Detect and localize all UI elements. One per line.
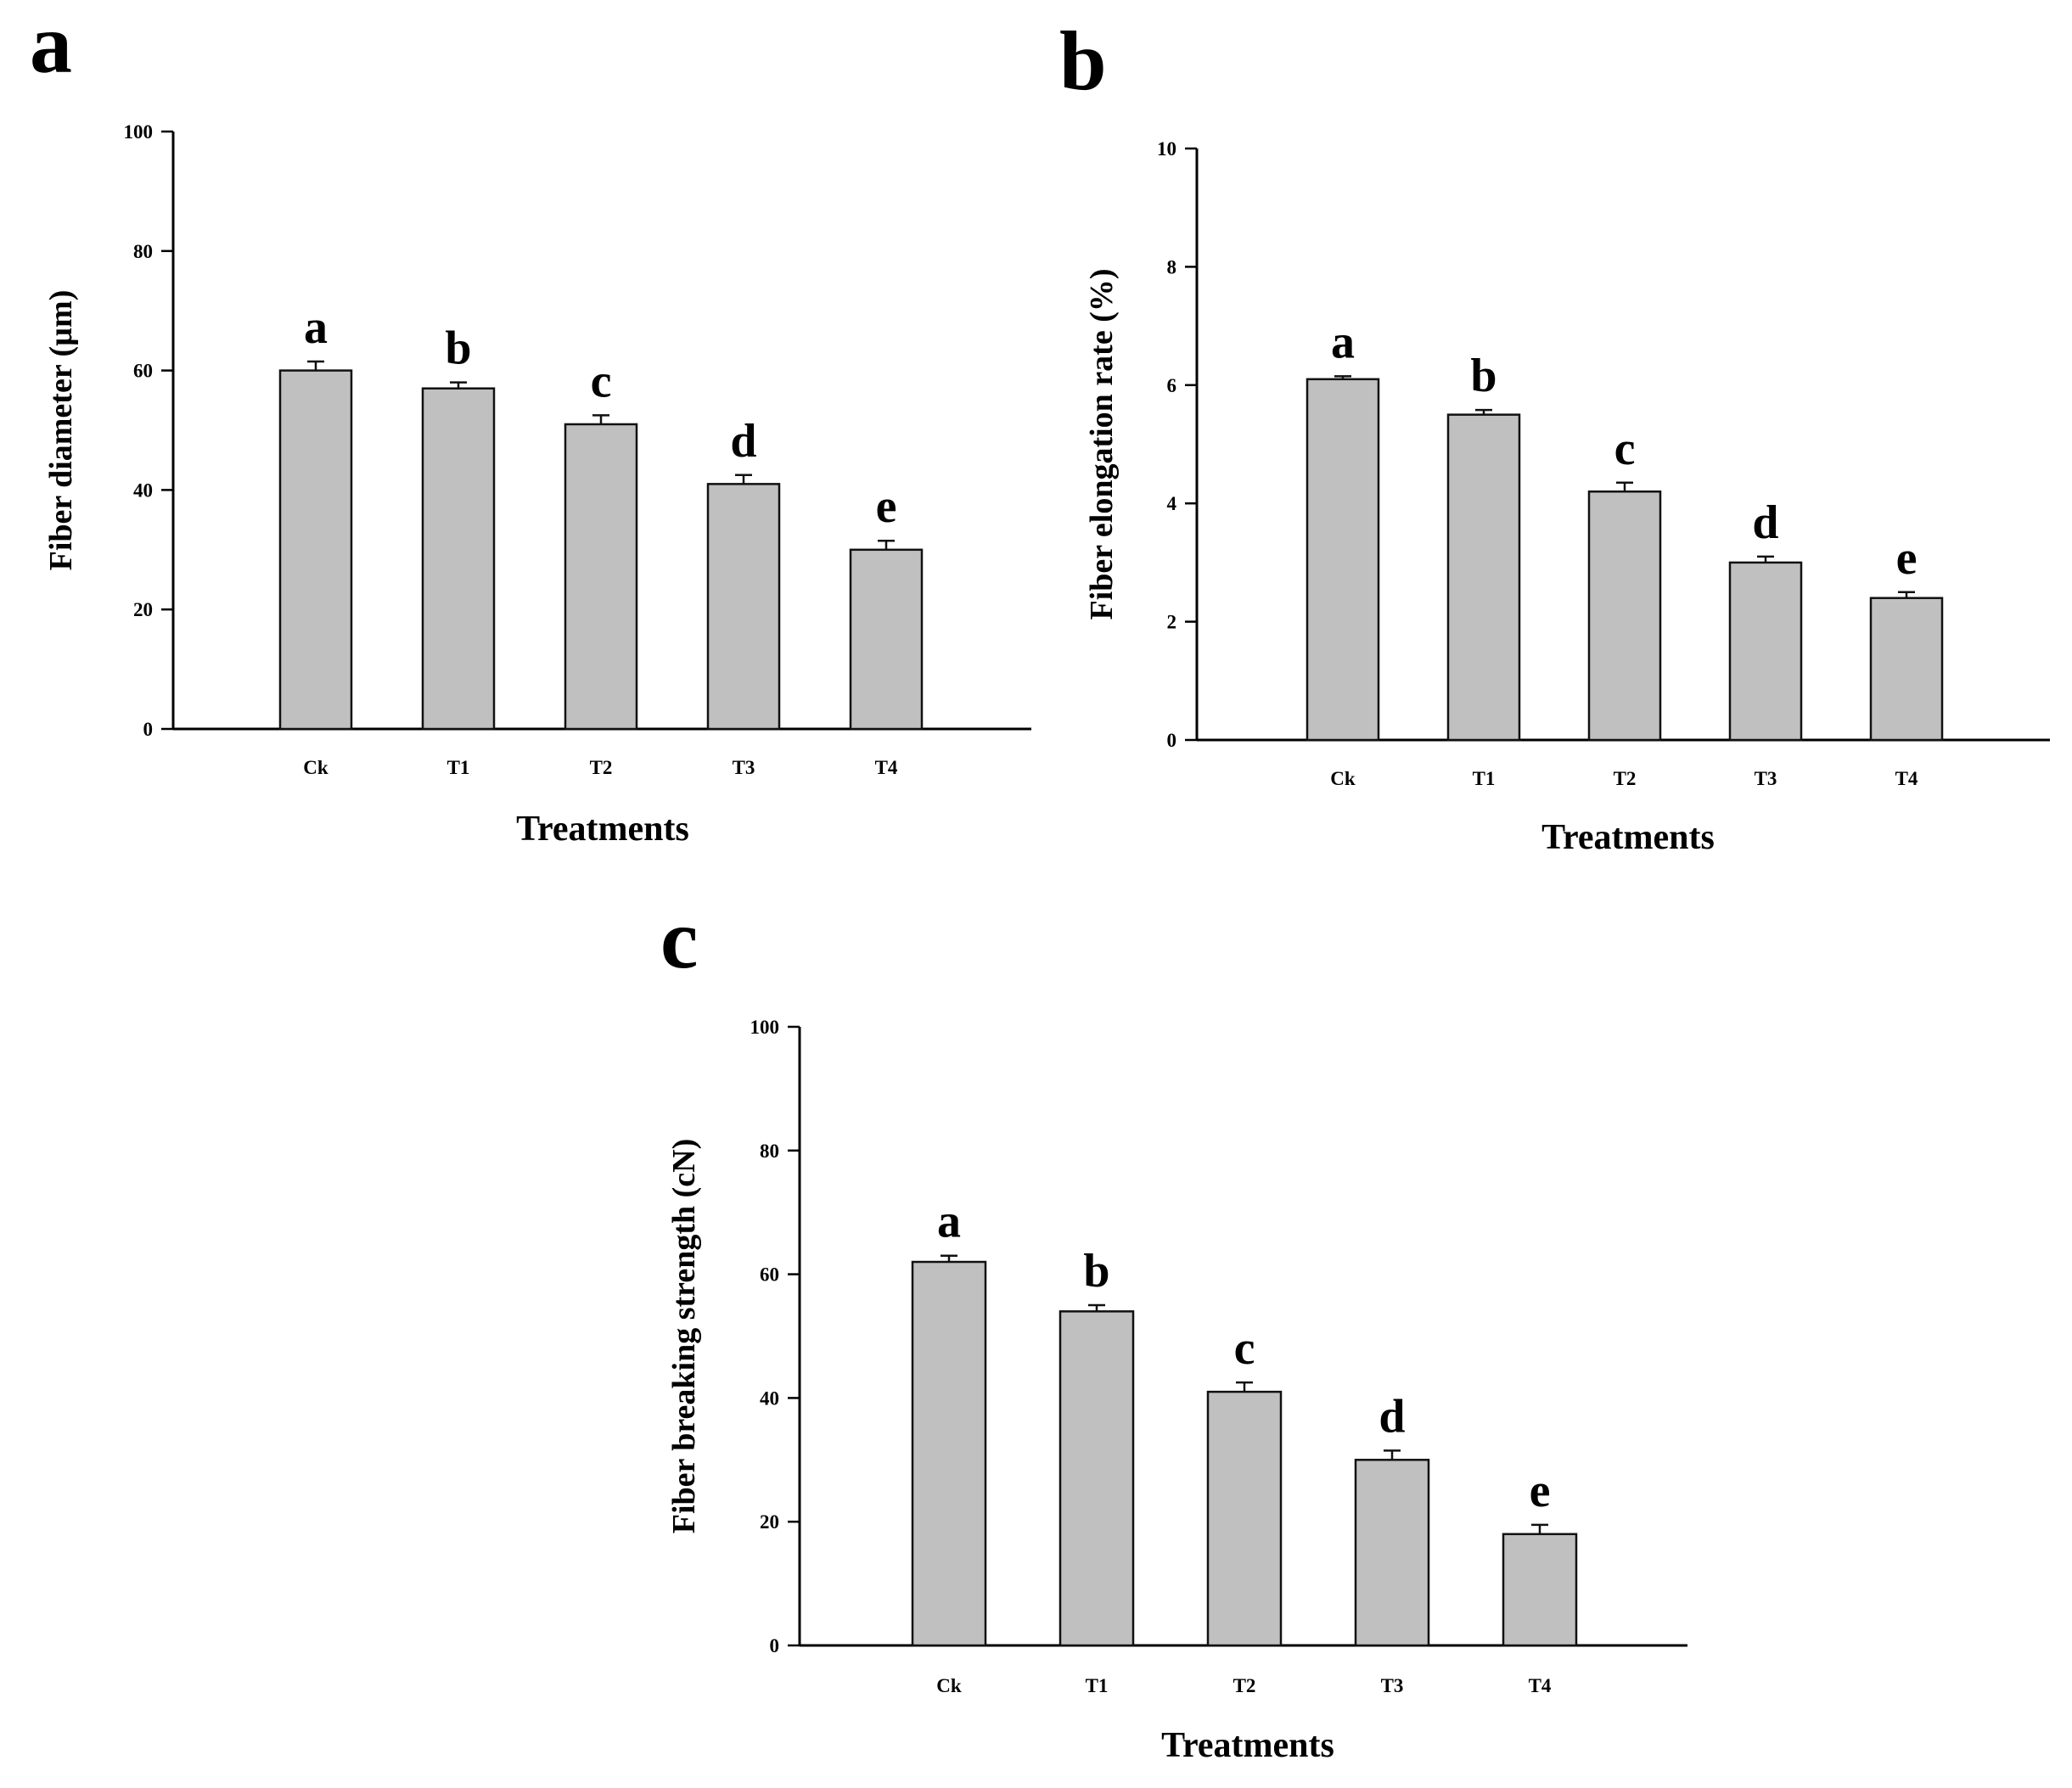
significance-letter-T4: e: [876, 480, 897, 533]
bar-T1: [1058, 1310, 1135, 1647]
y-axis-title: Fiber elongation rate (%): [1084, 268, 1120, 619]
chart-panel-c: c 0 20 40 60 80 100 a Ck b T1 c T2 d T3 e T4 Treatments Fi…: [660, 892, 1687, 1765]
bar-T3: [1354, 1459, 1430, 1647]
y-tick-label: 6: [1167, 375, 1177, 396]
y-tick-label: 80: [760, 1141, 779, 1162]
significance-letter-T3: d: [1752, 496, 1778, 549]
x-tick-label-Ck: Ck: [936, 1675, 962, 1696]
y-tick-label: 8: [1167, 256, 1177, 277]
y-tick-label: 40: [133, 479, 153, 501]
chart-panel-b: b 0 2 4 6 8 10 a Ck b T1 c T2 d T3 e T4 Treatments Fiber e…: [1059, 14, 2050, 857]
y-tick-label: 4: [1167, 493, 1177, 514]
bar-T3: [1728, 561, 1803, 742]
significance-letter-T2: c: [591, 355, 612, 407]
panel-letter: a: [30, 0, 72, 91]
x-axis-title: Treatments: [1541, 818, 1715, 857]
significance-letter-Ck: a: [304, 301, 328, 354]
significance-letter-T4: e: [1896, 532, 1918, 585]
bar-T1: [1446, 413, 1521, 742]
bar-T3: [706, 483, 781, 731]
bar-T4: [1502, 1533, 1578, 1647]
panel-letter: b: [1059, 14, 1107, 108]
significance-letter-Ck: a: [937, 1196, 961, 1248]
significance-letter-T4: e: [1530, 1465, 1551, 1517]
y-tick-label: 100: [750, 1017, 780, 1038]
y-axis-title: Fiber diameter (µm): [43, 290, 79, 571]
y-tick-label: 80: [133, 241, 153, 262]
y-tick-label: 0: [1167, 730, 1177, 751]
bar-Ck: [911, 1260, 987, 1647]
y-tick-label: 0: [143, 719, 154, 740]
y-tick-label: 60: [133, 361, 153, 382]
significance-letter-T1: b: [1083, 1245, 1109, 1298]
significance-letter-T3: d: [730, 415, 756, 468]
chart-panel-a: a 0 20 40 60 80 100 a Ck b T1 c T2 d T3 e T4 Treatments Fi…: [30, 0, 1031, 849]
bar-T2: [1587, 490, 1662, 742]
x-tick-label-T4: T4: [875, 757, 898, 778]
bar-T1: [421, 387, 496, 731]
significance-letter-Ck: a: [1331, 316, 1355, 368]
x-axis-title: Treatments: [516, 810, 689, 849]
x-tick-label-T2: T2: [590, 757, 613, 778]
x-tick-label-T4: T4: [1529, 1675, 1552, 1696]
x-tick-label-T2: T2: [1233, 1675, 1256, 1696]
x-tick-label-T1: T1: [447, 757, 470, 778]
x-tick-label-Ck: Ck: [303, 757, 328, 778]
bar-T2: [1206, 1390, 1283, 1647]
bar-T4: [849, 548, 924, 731]
significance-letter-T1: b: [445, 322, 471, 375]
bar-T2: [564, 423, 638, 731]
y-tick-label: 10: [1157, 138, 1176, 160]
x-tick-label-T1: T1: [1473, 768, 1496, 789]
x-tick-label-Ck: Ck: [1330, 768, 1356, 789]
y-tick-label: 40: [760, 1387, 779, 1409]
y-tick-label: 20: [133, 599, 153, 620]
x-axis-title: Treatments: [1161, 1726, 1334, 1765]
bar-T4: [1869, 597, 1944, 742]
y-tick-label: 2: [1167, 612, 1177, 633]
x-tick-label-T4: T4: [1895, 768, 1918, 789]
y-tick-label: 0: [770, 1635, 780, 1656]
x-tick-label-T3: T3: [1755, 768, 1777, 789]
bar-Ck: [278, 369, 353, 731]
x-tick-label-T2: T2: [1614, 768, 1637, 789]
significance-letter-T2: c: [1234, 1322, 1255, 1375]
y-tick-label: 20: [760, 1511, 779, 1533]
y-tick-label: 60: [760, 1264, 779, 1286]
significance-letter-T3: d: [1379, 1390, 1405, 1443]
significance-letter-T1: b: [1470, 350, 1496, 402]
x-tick-label-T3: T3: [733, 757, 755, 778]
x-tick-label-T3: T3: [1381, 1675, 1404, 1696]
y-tick-label: 100: [124, 121, 154, 143]
panel-letter: c: [660, 892, 698, 986]
bar-Ck: [1306, 378, 1380, 742]
significance-letter-T2: c: [1614, 423, 1636, 475]
y-axis-title: Fiber breaking strength (cN): [666, 1139, 702, 1533]
x-tick-label-T1: T1: [1086, 1675, 1109, 1696]
